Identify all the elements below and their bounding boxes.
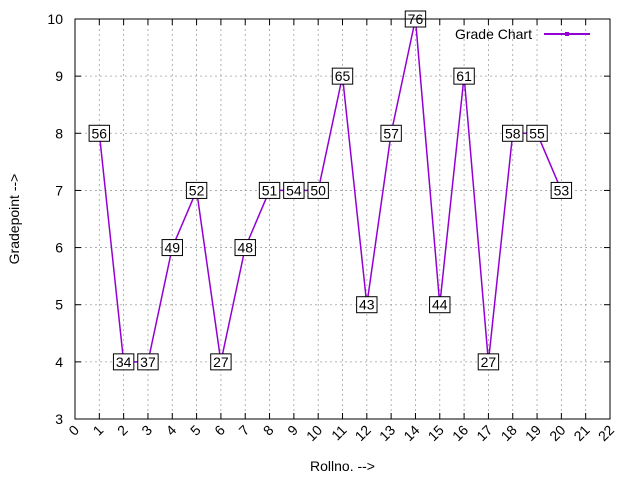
data-label-box [210,353,232,371]
data-label-text: 52 [189,182,205,198]
y-tick-label: 9 [55,68,63,84]
data-label: 27 [210,353,232,371]
data-label: 34 [112,353,135,371]
x-axis-title: Rollno. --> [310,458,375,474]
data-label: 58 [502,124,524,142]
data-label-box [502,124,524,142]
data-label-box [526,124,548,142]
data-label-box [453,67,475,85]
data-label-text: 43 [359,297,375,313]
data-label-text: 34 [116,354,132,370]
data-label-text: 56 [92,125,108,141]
data-label: 52 [185,181,208,199]
data-label-box [331,67,354,85]
y-tick-label: 7 [55,182,63,198]
y-tick-label: 10 [47,11,63,27]
data-label-text: 61 [456,68,472,84]
legend-marker [565,32,569,36]
data-label: 43 [356,296,378,314]
legend: Grade Chart [455,26,590,42]
y-axis-title: Gradepoint --> [6,174,22,265]
data-label-text: 65 [335,68,351,84]
y-tick-labels: 3 4 5 6 7 8 9 10 [47,11,63,427]
data-label-box [356,296,378,314]
data-label-text: 27 [213,354,229,370]
data-label-text: 51 [262,182,278,198]
data-label-box [283,181,305,199]
data-label: 49 [161,239,183,257]
data-label: 48 [234,239,256,257]
data-label-box [112,353,135,371]
data-label-box [258,181,281,199]
data-label-box [429,296,451,314]
data-label-box [234,239,256,257]
series-line [98,18,563,363]
data-label: 61 [453,67,475,85]
data-label-text: 53 [554,182,570,198]
data-label-text: 27 [481,354,497,370]
data-label: 65 [331,67,354,85]
data-label: 56 [88,124,111,142]
data-label: 55 [526,124,548,142]
data-label-text: 55 [529,125,545,141]
data-label-text: 37 [140,354,156,370]
data-label-box [185,181,208,199]
data-label-text: 58 [505,125,521,141]
data-label-box [380,124,402,142]
y-tick-label: 5 [55,297,63,313]
legend-label: Grade Chart [455,26,532,42]
y-tick-label: 6 [55,240,63,256]
data-label: 54 [283,181,305,199]
data-label: 27 [477,353,500,371]
data-label-text: 49 [164,240,180,256]
y-tick-label: 3 [55,411,63,427]
data-label: 50 [307,181,329,199]
data-label-text: 44 [432,297,448,313]
data-label-box [161,239,183,257]
y-tick-label: 4 [55,354,63,370]
data-label: 57 [380,124,402,142]
data-label-text: 50 [310,182,326,198]
data-label-box [550,181,573,199]
grid [75,19,610,419]
plot-border [74,18,611,420]
data-label-text: 48 [237,240,253,256]
data-label-box [88,124,111,142]
data-label: 53 [550,181,573,199]
data-label-box [307,181,329,199]
y-tick-label: 8 [55,125,63,141]
data-label-box [477,353,500,371]
data-label: 44 [429,296,451,314]
data-label: 37 [137,353,159,371]
data-label-text: 54 [286,182,302,198]
data-label: 51 [258,181,281,199]
data-label-box [137,353,159,371]
data-label-text: 57 [383,125,399,141]
